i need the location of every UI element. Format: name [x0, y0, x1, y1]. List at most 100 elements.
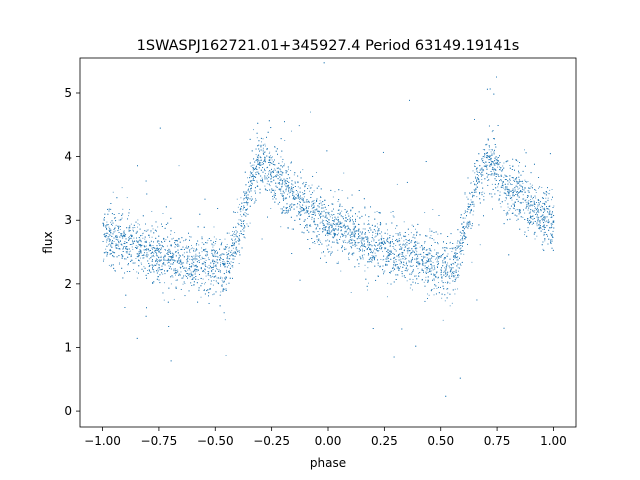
scatter-point — [373, 250, 374, 252]
scatter-point — [457, 288, 459, 290]
scatter-point — [513, 190, 515, 192]
scatter-point — [150, 241, 152, 243]
scatter-point — [537, 216, 539, 218]
scatter-point — [138, 240, 140, 242]
scatter-point — [364, 207, 366, 209]
scatter-point — [343, 172, 345, 174]
scatter-point — [467, 227, 469, 229]
scatter-point — [110, 266, 112, 268]
scatter-point — [103, 258, 105, 260]
scatter-point — [442, 271, 444, 273]
scatter-point — [373, 255, 375, 257]
scatter-point — [406, 248, 408, 249]
scatter-point — [545, 197, 547, 199]
scatter-point — [423, 281, 425, 283]
scatter-point — [370, 244, 372, 246]
scatter-point — [397, 274, 399, 275]
scatter-point — [251, 176, 252, 178]
scatter-point — [114, 230, 116, 232]
scatter-point — [109, 235, 110, 237]
scatter-point — [178, 254, 180, 256]
scatter-point — [544, 234, 546, 235]
scatter-point — [140, 241, 142, 243]
scatter-point — [517, 188, 519, 190]
scatter-point — [395, 261, 397, 263]
scatter-point — [214, 254, 216, 256]
scatter-point — [203, 261, 205, 263]
scatter-point — [110, 221, 112, 223]
scatter-point — [274, 189, 276, 191]
scatter-point — [238, 263, 240, 264]
scatter-point — [404, 270, 406, 272]
scatter-point — [487, 164, 489, 166]
scatter-point — [102, 224, 104, 226]
scatter-point — [272, 156, 273, 158]
scatter-point — [378, 230, 380, 232]
scatter-point — [347, 233, 349, 235]
scatter-point — [386, 296, 388, 298]
scatter-point — [163, 259, 165, 261]
scatter-point — [256, 155, 258, 157]
scatter-point — [444, 267, 446, 269]
scatter-point — [538, 205, 540, 207]
scatter-point — [289, 210, 291, 211]
scatter-point — [222, 261, 224, 262]
scatter-point — [410, 273, 412, 275]
scatter-point — [157, 259, 158, 261]
scatter-point — [326, 223, 328, 225]
scatter-point — [415, 257, 417, 259]
scatter-point — [512, 207, 514, 209]
scatter-point — [152, 245, 154, 246]
scatter-point — [460, 242, 462, 244]
scatter-point — [186, 259, 187, 261]
scatter-point — [406, 261, 407, 263]
scatter-point — [305, 205, 307, 207]
scatter-point — [311, 205, 312, 207]
scatter-point — [403, 221, 405, 223]
scatter-point — [444, 282, 446, 283]
scatter-point — [245, 193, 247, 195]
scatter-point — [273, 170, 275, 171]
scatter-point — [473, 180, 475, 182]
scatter-point — [174, 260, 176, 262]
scatter-point — [204, 258, 206, 260]
scatter-point — [483, 196, 485, 197]
scatter-point — [506, 212, 508, 213]
scatter-point — [426, 257, 428, 259]
scatter-point — [253, 164, 255, 166]
scatter-point — [222, 259, 224, 260]
scatter-point — [345, 248, 347, 250]
scatter-point — [396, 183, 398, 185]
scatter-point — [327, 224, 329, 226]
scatter-point — [327, 235, 329, 236]
scatter-point — [135, 245, 137, 247]
scatter-point — [497, 164, 499, 166]
scatter-point — [213, 261, 215, 263]
scatter-point — [178, 257, 180, 259]
scatter-point — [298, 201, 300, 202]
scatter-point — [233, 251, 235, 253]
scatter-point — [177, 269, 179, 271]
scatter-point — [395, 245, 397, 246]
scatter-point — [524, 212, 526, 214]
scatter-point — [172, 237, 174, 239]
scatter-point — [237, 206, 239, 208]
scatter-point — [333, 229, 335, 231]
scatter-point — [472, 191, 474, 193]
scatter-points-layer — [102, 62, 555, 397]
scatter-point — [187, 260, 189, 262]
scatter-point — [357, 237, 359, 239]
scatter-point — [189, 269, 191, 271]
scatter-point — [367, 239, 369, 241]
scatter-point — [314, 224, 316, 226]
scatter-point — [341, 233, 343, 235]
scatter-point — [533, 201, 535, 203]
scatter-point — [134, 226, 136, 228]
scatter-point — [369, 227, 371, 229]
scatter-point — [548, 221, 550, 222]
scatter-point — [276, 167, 278, 169]
scatter-point — [531, 216, 533, 217]
scatter-point — [128, 215, 129, 217]
scatter-point — [394, 257, 396, 259]
scatter-point — [139, 260, 140, 262]
